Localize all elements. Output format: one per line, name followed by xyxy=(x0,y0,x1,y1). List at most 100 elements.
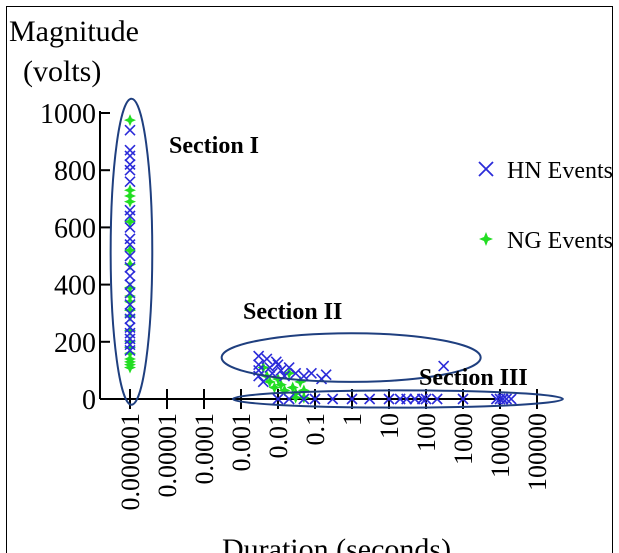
y-tick-label: 0 xyxy=(82,385,96,416)
hn-event-point xyxy=(431,393,443,405)
hn-event-point xyxy=(124,313,136,325)
section-ellipses: Section I Section II Section III xyxy=(109,97,564,409)
hn-event-point xyxy=(401,393,413,405)
hn-event-point xyxy=(124,233,136,245)
x-tick-label: 100 xyxy=(412,413,441,452)
hn-event-point xyxy=(124,144,136,156)
hn-event-point xyxy=(305,367,317,379)
scatter-chart: Magnitude (volts) 0 200 400 600 800 1000 0.00… xyxy=(9,15,613,553)
x-tick-label: 0.0001 xyxy=(190,413,219,485)
ng-event-point xyxy=(124,244,136,257)
ng-event-point xyxy=(124,215,136,228)
x-tick-label: 1000 xyxy=(449,413,478,465)
ng-event-point xyxy=(283,367,296,380)
ng-event-point xyxy=(124,195,136,208)
ng-event-point xyxy=(124,281,136,294)
x-tick-label: 1 xyxy=(338,413,367,426)
legend-hn-marker xyxy=(478,161,494,177)
y-ticks: 0 200 400 600 800 1000 xyxy=(40,99,110,416)
hn-event-point xyxy=(383,393,395,405)
hn-event-point xyxy=(124,176,136,188)
ng-event-point xyxy=(268,381,281,394)
hn-event-point xyxy=(124,124,136,136)
hn-event-point xyxy=(124,210,136,222)
hn-event-point xyxy=(283,393,295,405)
hn-event-point xyxy=(124,158,136,171)
hn-event-point xyxy=(124,344,136,356)
hn-event-point xyxy=(124,299,136,311)
hn-event-point xyxy=(275,364,287,376)
x-tick-label: 0.000001 xyxy=(116,413,145,511)
hn-event-point xyxy=(320,369,332,381)
hn-event-point xyxy=(261,353,273,365)
section-label: Section II xyxy=(243,299,342,325)
ng-event-point xyxy=(124,324,136,337)
hn-event-point xyxy=(457,393,469,405)
legend: HN Events NG Events xyxy=(478,158,613,254)
hn-event-point xyxy=(309,393,321,405)
ng-event-point xyxy=(294,375,307,388)
hn-event-point xyxy=(270,356,282,368)
hn-event-point xyxy=(327,393,339,405)
legend-label: NG Events xyxy=(507,228,613,254)
x-tick-label: 0.1 xyxy=(301,413,330,446)
y-axis-label-line-1: Magnitude xyxy=(9,15,139,48)
x-tick-label: 10000 xyxy=(486,413,515,478)
y-tick-label: 800 xyxy=(54,156,96,187)
hn-event-point xyxy=(420,393,432,405)
hn-event-point xyxy=(500,393,513,405)
ng-event-point xyxy=(297,391,310,404)
x-tick-label: 0.00001 xyxy=(153,413,182,498)
chart-frame: Magnitude (volts) 0 200 400 600 800 1000 0.00… xyxy=(6,6,613,553)
ng-event-point xyxy=(274,378,287,391)
hn-event-point xyxy=(497,393,509,405)
x-tick-label: 0.001 xyxy=(227,413,256,472)
hn-event-point xyxy=(124,150,136,162)
section-label: Section I xyxy=(169,133,259,159)
ng-event-point xyxy=(263,375,276,388)
hn-event-point xyxy=(124,261,136,274)
x-tick-label: 100000 xyxy=(523,413,552,491)
ng-event-point xyxy=(124,258,136,271)
hn-event-point xyxy=(124,270,136,282)
hn-event-point xyxy=(124,238,136,251)
x-tick-label: 10 xyxy=(375,413,404,439)
ng-event-point xyxy=(289,391,302,404)
x-axis-label: Duration (seconds) xyxy=(222,533,451,553)
y-tick-label: 600 xyxy=(54,213,96,244)
hn-event-point xyxy=(124,221,136,233)
ng-event-point xyxy=(297,384,310,397)
y-tick-label: 400 xyxy=(54,271,96,302)
ng-event-point xyxy=(124,361,136,374)
axes xyxy=(99,111,502,400)
legend-label: HN Events xyxy=(507,158,613,184)
hn-event-point xyxy=(253,350,265,362)
hn-event-point xyxy=(505,393,517,405)
hn-event-point xyxy=(124,164,136,176)
hn-event-point xyxy=(364,393,376,405)
section-ellipse xyxy=(220,332,482,383)
ng-event-point xyxy=(278,384,291,397)
data-points xyxy=(124,114,517,405)
hn-event-point xyxy=(124,287,136,299)
legend-ng-marker xyxy=(479,232,493,246)
hn-event-point xyxy=(124,250,136,262)
hn-event-point xyxy=(124,279,136,291)
ng-event-point xyxy=(124,114,136,127)
section-ellipse xyxy=(109,97,154,406)
x-ticks: 0.000001 0.00001 0.0001 0.001 0.01 0.1 1 10 100 1… xyxy=(116,389,552,511)
hn-event-point xyxy=(298,393,310,405)
ng-event-point xyxy=(124,295,136,308)
hn-event-point xyxy=(272,393,284,405)
hn-event-point xyxy=(346,393,358,405)
y-tick-label: 200 xyxy=(54,328,96,359)
hn-event-point xyxy=(290,367,302,379)
hn-event-point xyxy=(272,359,284,371)
section-ellipse xyxy=(231,389,564,409)
hn-event-point xyxy=(257,376,269,388)
ng-event-point xyxy=(272,372,284,385)
ng-event-point xyxy=(124,310,136,323)
y-tick-label: 1000 xyxy=(40,99,96,130)
hn-event-point xyxy=(438,360,450,372)
ng-event-point xyxy=(257,361,270,374)
